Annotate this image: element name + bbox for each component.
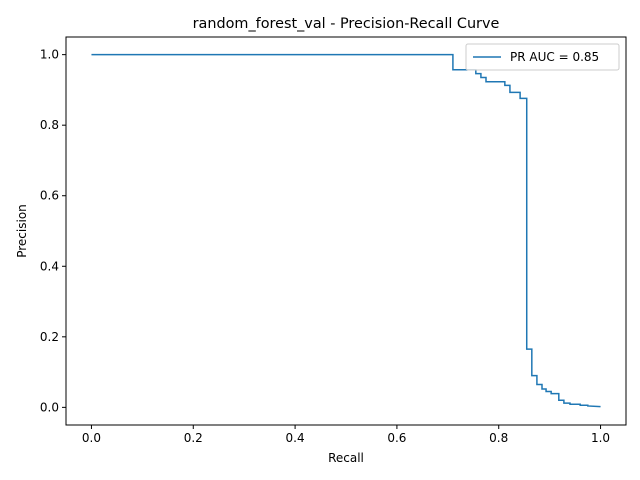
y-tick-label: 0.2: [40, 330, 59, 344]
y-axis-ticks: 0.0 0.2 0.4 0.6 0.8 1.0: [40, 48, 66, 414]
y-tick-label: 0.8: [40, 118, 59, 132]
pr-curve-line: [91, 53, 601, 408]
plot-area: [66, 37, 626, 425]
y-tick-label: 0.6: [40, 189, 59, 203]
y-tick-label: 0.0: [40, 400, 59, 414]
x-tick-label: 0.0: [82, 431, 101, 445]
x-tick-label: 0.6: [387, 431, 406, 445]
series-layer: [91, 53, 601, 408]
legend: PR AUC = 0.85: [465, 43, 620, 71]
x-tick-label: 0.2: [184, 431, 203, 445]
x-tick-label: 1.0: [591, 431, 610, 445]
legend-label: PR AUC = 0.85: [510, 50, 599, 64]
x-tick-label: 0.8: [489, 431, 508, 445]
plot-frame: [65, 36, 627, 426]
chart-title: random_forest_val - Precision-Recall Cur…: [193, 16, 500, 32]
y-axis-label: Precision: [15, 204, 29, 258]
legend-box: [465, 43, 620, 71]
x-axis-ticks: 0.0 0.2 0.4 0.6 0.8 1.0: [82, 425, 610, 445]
x-tick-label: 0.4: [286, 431, 305, 445]
y-tick-label: 0.4: [40, 259, 59, 273]
y-tick-label: 1.0: [40, 48, 59, 62]
x-axis-label: Recall: [328, 451, 364, 465]
